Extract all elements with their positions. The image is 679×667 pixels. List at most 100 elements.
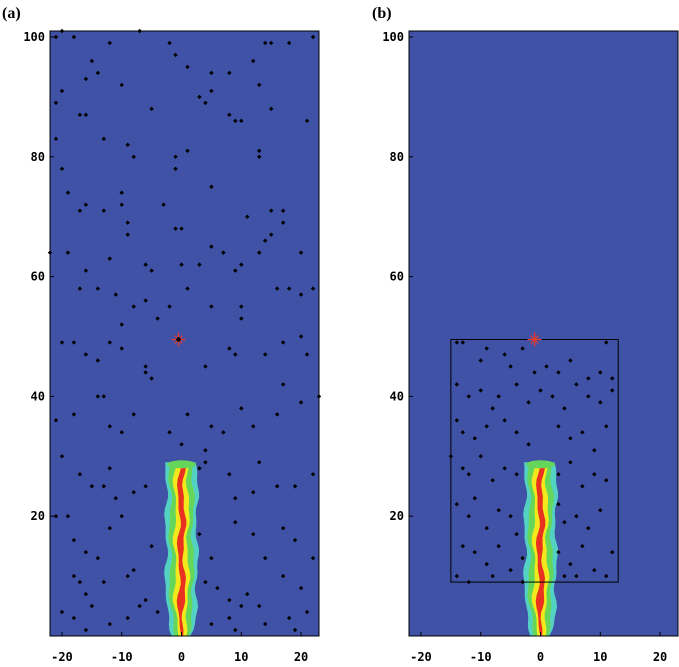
y-tick-label: 60	[390, 270, 404, 284]
y-tick-label: 40	[390, 389, 404, 403]
data-point	[95, 358, 101, 363]
data-point	[556, 370, 561, 375]
y-tick-label: 80	[31, 150, 45, 164]
data-point	[83, 112, 89, 118]
data-point	[257, 460, 262, 465]
y-tick-label: 40	[31, 389, 45, 403]
data-point	[490, 478, 495, 483]
data-point	[592, 567, 597, 573]
data-point	[125, 142, 130, 148]
y-tick-label: 20	[390, 509, 404, 523]
data-point	[460, 340, 465, 345]
x-tick-label: 20	[653, 650, 667, 664]
data-point	[274, 412, 280, 417]
data-point	[598, 400, 603, 405]
data-point	[586, 376, 591, 381]
x-tick-label: -10	[470, 650, 492, 664]
data-point	[298, 334, 304, 339]
panel-b: (b) 20 40 60 80 100 -20 -10 0 10 20	[372, 5, 679, 664]
data-point	[466, 513, 471, 519]
data-point	[101, 484, 106, 489]
data-point	[71, 615, 77, 621]
data-point	[292, 537, 298, 543]
data-point	[508, 513, 513, 519]
data-point	[526, 442, 531, 447]
plume-cap	[526, 460, 555, 469]
data-point	[221, 250, 226, 255]
data-point	[454, 502, 460, 507]
data-point	[137, 603, 142, 609]
data-point	[125, 573, 130, 579]
x-tick-label: -20	[410, 650, 432, 664]
data-point	[95, 394, 101, 399]
data-point	[472, 549, 477, 555]
data-point	[466, 394, 471, 399]
data-point	[173, 52, 178, 58]
data-point	[310, 286, 316, 291]
data-point	[89, 603, 95, 609]
data-point	[251, 490, 256, 495]
data-point	[257, 148, 262, 154]
data-point	[580, 430, 585, 435]
data-point	[263, 40, 268, 46]
data-point	[179, 262, 184, 267]
data-point	[119, 82, 124, 88]
data-point	[604, 573, 609, 579]
data-point	[562, 519, 567, 525]
data-point	[532, 370, 537, 375]
panel-b-frame	[408, 30, 679, 637]
data-point	[155, 316, 160, 321]
data-point	[197, 262, 202, 267]
data-point	[203, 448, 208, 453]
y-tick-label: 100	[23, 30, 45, 44]
data-point	[143, 484, 148, 489]
data-point	[454, 340, 460, 345]
data-point	[83, 268, 89, 273]
data-point	[149, 106, 154, 112]
data-point	[280, 208, 286, 213]
data-point	[65, 513, 71, 519]
data-point	[514, 382, 519, 387]
data-point	[520, 555, 525, 561]
data-point	[263, 238, 268, 243]
data-point	[268, 106, 274, 112]
data-point	[514, 531, 519, 537]
data-point	[263, 352, 268, 357]
data-point	[149, 268, 154, 273]
data-point	[562, 406, 567, 411]
data-point	[604, 340, 609, 345]
data-point	[185, 64, 190, 70]
y-tick-label: 20	[31, 509, 45, 523]
x-tick-label: -20	[51, 650, 73, 664]
data-point	[119, 346, 124, 351]
data-point	[484, 525, 489, 531]
data-point	[185, 286, 190, 291]
data-point	[556, 549, 561, 555]
data-point	[568, 561, 573, 567]
source-star-icon	[527, 332, 542, 347]
data-point	[251, 531, 256, 537]
data-point	[125, 220, 130, 225]
data-point	[185, 148, 190, 154]
data-point	[233, 352, 238, 357]
data-point	[215, 585, 220, 591]
data-point	[131, 567, 136, 573]
data-point	[119, 430, 124, 435]
data-point	[71, 340, 77, 345]
data-point	[53, 34, 59, 40]
data-point	[209, 88, 214, 94]
plume-core	[176, 462, 187, 636]
data-point	[143, 364, 148, 369]
data-point	[65, 190, 71, 195]
data-point	[95, 70, 101, 76]
data-point	[179, 226, 184, 231]
data-point	[304, 609, 310, 615]
data-point	[268, 208, 274, 213]
data-point	[514, 430, 519, 435]
data-point	[610, 376, 615, 381]
data-point	[280, 340, 286, 345]
data-point	[167, 430, 172, 435]
data-point	[149, 543, 154, 549]
data-point	[251, 424, 256, 429]
data-point	[568, 460, 573, 465]
